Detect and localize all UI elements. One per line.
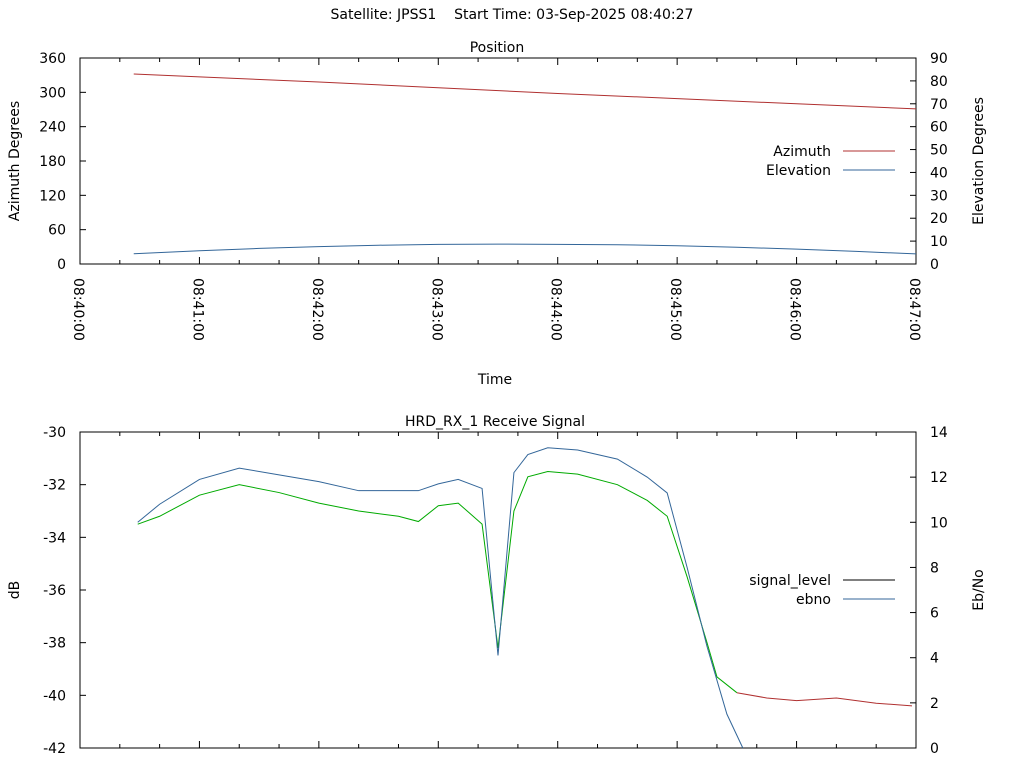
y-tick-label: -36 bbox=[43, 583, 66, 599]
x-tick-label: 08:42:00 bbox=[309, 278, 325, 341]
signal-level-series-line-tail bbox=[736, 692, 913, 707]
y2-tick-label: 60 bbox=[930, 120, 948, 136]
y2-tick-label: 90 bbox=[930, 51, 948, 67]
y2-tick-label: 10 bbox=[930, 234, 948, 250]
receive-signal-y-axis-label: dB bbox=[7, 581, 23, 600]
ebno-series-line bbox=[137, 447, 744, 749]
y-tick-label: 60 bbox=[48, 223, 66, 239]
y2-tick-label: 14 bbox=[930, 425, 948, 441]
y2-tick-label: 0 bbox=[930, 257, 939, 273]
y-tick-label: 240 bbox=[39, 120, 66, 136]
azimuth-series-line bbox=[133, 73, 917, 110]
y2-tick-label: 20 bbox=[930, 211, 948, 227]
x-tick-label: 08:46:00 bbox=[787, 278, 803, 341]
y2-tick-label: 40 bbox=[930, 165, 948, 181]
receive-signal-y2-axis-label: Eb/No bbox=[971, 569, 987, 611]
y-tick-label: 0 bbox=[57, 257, 66, 273]
y2-tick-label: 12 bbox=[930, 470, 948, 486]
y-tick-label: -38 bbox=[43, 636, 66, 652]
y2-tick-label: 8 bbox=[930, 560, 939, 576]
receive-signal-chart-title: HRD_RX_1 Receive Signal bbox=[405, 414, 585, 430]
y2-tick-label: 80 bbox=[930, 74, 948, 90]
y-tick-label: -42 bbox=[43, 741, 66, 757]
legend-label-signal-level: signal_level bbox=[749, 573, 831, 589]
y-tick-label: -30 bbox=[43, 425, 66, 441]
x-tick-label: 08:41:00 bbox=[189, 278, 205, 341]
position-y2-axis-label: Elevation Degrees bbox=[971, 97, 987, 225]
position-plot-frame bbox=[79, 57, 917, 265]
position-chart: Position 0 60 120 180 240 300 360 0 10 20 30 40 50 60… bbox=[7, 40, 987, 388]
y-tick-label: 180 bbox=[39, 154, 66, 170]
y2-tick-label: 70 bbox=[930, 97, 948, 113]
position-x-axis-label: Time bbox=[477, 372, 512, 388]
y2-tick-label: 50 bbox=[930, 143, 948, 159]
legend-label-azimuth: Azimuth bbox=[773, 144, 831, 160]
y-tick-label: 120 bbox=[39, 188, 66, 204]
signal-level-series-line bbox=[137, 470, 738, 694]
y2-tick-label: 4 bbox=[930, 651, 939, 667]
y-tick-label: -34 bbox=[43, 530, 66, 546]
position-y-axis-label: Azimuth Degrees bbox=[7, 101, 23, 221]
x-tick-label: 08:43:00 bbox=[428, 278, 444, 341]
receive-signal-chart: HRD_RX_1 Receive Signal -30 -32 -34 -36 -38 -… bbox=[7, 414, 987, 757]
y-tick-label: -32 bbox=[43, 478, 66, 494]
y2-tick-label: 0 bbox=[930, 741, 939, 757]
position-chart-title: Position bbox=[470, 40, 525, 56]
y2-tick-label: 30 bbox=[930, 188, 948, 204]
y2-tick-label: 2 bbox=[930, 696, 939, 712]
x-tick-label: 08:44:00 bbox=[548, 278, 564, 341]
y2-tick-label: 10 bbox=[930, 515, 948, 531]
y2-tick-label: 6 bbox=[930, 606, 939, 622]
x-tick-label: 08:40:00 bbox=[70, 278, 86, 341]
y-tick-label: -40 bbox=[43, 688, 66, 704]
y-tick-label: 300 bbox=[39, 85, 66, 101]
x-tick-label: 08:45:00 bbox=[667, 278, 683, 341]
elevation-series-line bbox=[133, 243, 917, 255]
legend-label-ebno: ebno bbox=[796, 592, 831, 608]
y-tick-label: 360 bbox=[39, 51, 66, 67]
x-tick-label: 08:47:00 bbox=[906, 278, 922, 341]
receive-signal-plot-frame bbox=[79, 431, 917, 749]
page-title: Satellite: JPSS1 Start Time: 03-Sep-2025… bbox=[330, 7, 694, 23]
legend-label-elevation: Elevation bbox=[766, 163, 831, 179]
